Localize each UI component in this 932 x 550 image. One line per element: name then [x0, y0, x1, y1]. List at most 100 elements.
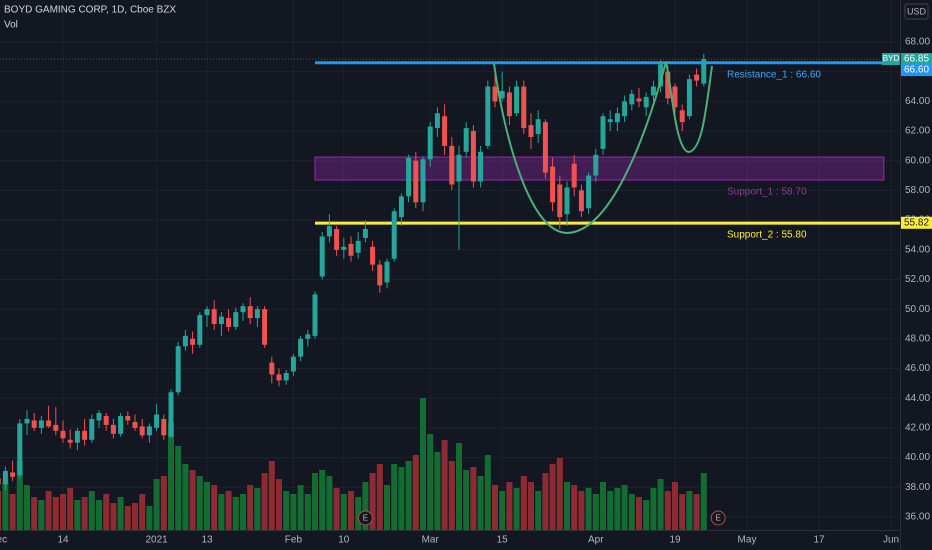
- volume-bar: [657, 479, 664, 530]
- volume-bar: [614, 488, 621, 530]
- volume-bar: [499, 491, 506, 530]
- candle-body: [190, 338, 196, 345]
- volume-bar: [535, 491, 542, 530]
- volume-bar: [448, 461, 455, 530]
- y-tick-label: 36.00: [905, 512, 930, 523]
- volume-bar: [376, 464, 383, 530]
- currency[interactable]: USD: [907, 6, 927, 16]
- volume-bar: [182, 464, 189, 530]
- volume-bar: [0, 491, 2, 530]
- candle-body: [348, 243, 354, 256]
- candle-body: [298, 338, 304, 357]
- volume-bar: [484, 455, 491, 530]
- candle-body: [557, 184, 563, 218]
- volume-bar: [549, 464, 556, 530]
- y-tick-label: 42.00: [905, 423, 930, 434]
- volume-bar: [139, 494, 146, 530]
- y-tick-label: 68.00: [905, 37, 930, 48]
- candle-body: [607, 119, 613, 123]
- volume-bar: [38, 500, 45, 530]
- candle-body: [442, 116, 448, 146]
- volume-bar: [412, 455, 419, 530]
- volume-bar: [168, 422, 174, 530]
- volume-bar: [405, 461, 412, 530]
- candle-body: [614, 113, 620, 123]
- candle-body: [398, 196, 404, 218]
- volume-bar: [96, 500, 102, 530]
- candle-body: [204, 309, 210, 316]
- candle-body: [672, 86, 678, 108]
- volume-bar: [103, 494, 110, 530]
- candle-body: [125, 416, 131, 421]
- candle-body: [456, 154, 462, 182]
- volume-bar: [2, 482, 9, 530]
- volume-label: Vol: [4, 20, 18, 31]
- candle-body: [528, 125, 534, 137]
- volume-bar: [650, 488, 657, 530]
- volume-bar: [81, 497, 88, 530]
- y-tick-label: 60.00: [905, 155, 930, 166]
- candle-body: [197, 315, 203, 345]
- volume-bar: [232, 497, 239, 530]
- level-label: Resistance_1 : 66.60: [727, 69, 821, 80]
- candle-body: [593, 154, 599, 176]
- volume-bar: [672, 482, 678, 530]
- candle-body: [643, 96, 649, 108]
- level-label: Support_2 : 55.80: [727, 230, 807, 241]
- volume-bar: [88, 491, 95, 530]
- candle-body: [10, 472, 16, 477]
- candle-body: [384, 261, 390, 283]
- earnings-marker: [710, 510, 726, 526]
- candle-body: [319, 236, 325, 277]
- volume-bar: [441, 440, 448, 530]
- y-tick-label: 58.00: [905, 185, 930, 196]
- candle-body: [334, 229, 340, 250]
- candle-body: [578, 190, 584, 212]
- volume-bar: [463, 470, 470, 530]
- candle-body: [514, 86, 520, 114]
- volume-bar: [247, 485, 254, 530]
- candle-body: [312, 294, 318, 336]
- candle-body: [370, 246, 376, 265]
- candle-body: [341, 246, 347, 250]
- candle-body: [406, 157, 412, 197]
- volume-bar: [24, 485, 30, 530]
- x-tick-label: Jun: [883, 535, 899, 546]
- candle-body: [96, 413, 102, 421]
- volume-bar: [211, 485, 218, 530]
- candle-body: [38, 420, 44, 428]
- volume-bar: [60, 494, 66, 530]
- candle-body: [686, 79, 692, 117]
- candle-body: [305, 334, 311, 339]
- volume-bar: [74, 500, 81, 530]
- volume-bar: [175, 446, 182, 530]
- candle-body: [247, 306, 253, 319]
- volume-bar: [297, 485, 304, 530]
- candle-body: [0, 478, 1, 485]
- candle-body: [326, 226, 332, 237]
- currency-button[interactable]: [904, 3, 929, 20]
- volume-bar: [369, 473, 376, 530]
- volume-bar: [9, 494, 16, 530]
- volume-bar: [636, 497, 642, 530]
- volume-bar: [427, 434, 434, 530]
- candle-body: [154, 414, 160, 428]
- candle-body: [449, 145, 455, 185]
- volume-bar: [276, 479, 282, 530]
- candle-body: [535, 119, 541, 135]
- volume-pane: [0, 398, 707, 530]
- candle-body: [413, 160, 419, 203]
- candle-body: [146, 426, 152, 436]
- volume-bar: [578, 491, 585, 530]
- volume-bar: [225, 491, 232, 530]
- earnings-marker-label: E: [363, 514, 368, 523]
- volume-bar: [513, 488, 520, 530]
- volume-bar: [607, 491, 614, 530]
- candle-body: [182, 335, 188, 347]
- volume-bar: [592, 494, 599, 530]
- volume-bar: [456, 443, 462, 530]
- volume-bar: [686, 491, 693, 530]
- volume-bar: [571, 485, 578, 530]
- candle-body: [492, 86, 498, 102]
- y-tick-label: 48.00: [905, 333, 930, 344]
